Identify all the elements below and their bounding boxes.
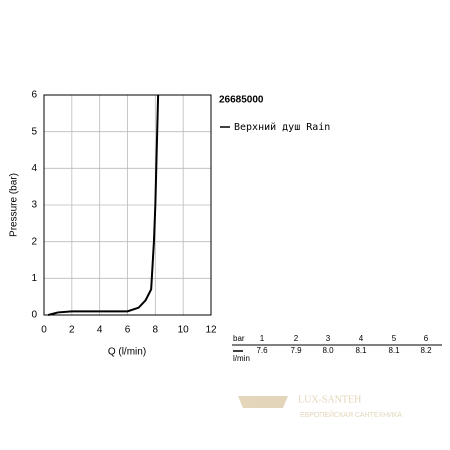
y-tick-label: 2 — [31, 236, 37, 247]
x-axis-label: Q (l/min) — [108, 347, 146, 358]
legend-label: Верхний душ Rain — [234, 121, 330, 133]
x-tick-label: 8 — [153, 325, 159, 336]
y-tick-label: 6 — [31, 90, 37, 101]
chart-title: 26685000 — [219, 95, 264, 106]
y-axis-label: Pressure (bar) — [9, 173, 20, 237]
table-row-label: bar — [233, 334, 245, 343]
data-line — [47, 94, 160, 316]
x-tick-label: 10 — [178, 325, 190, 336]
watermark: LUX-SANTEH ЕВРОПЕЙСКАЯ САНТЕХНИКА — [238, 394, 402, 419]
y-tick-label: 1 — [31, 273, 37, 284]
plot-frame — [43, 94, 212, 316]
watermark-icon — [238, 396, 288, 408]
table-pressure: 6 — [424, 334, 429, 343]
x-tick-label: 4 — [97, 325, 103, 336]
table-pressure: 3 — [326, 334, 331, 343]
x-tick-label: 0 — [41, 325, 47, 336]
watermark-brand: LUX-SANTEH — [298, 394, 361, 405]
y-tick-label: 3 — [31, 200, 37, 211]
table-unit-label: l/min — [233, 354, 250, 363]
table-flow: 8.1 — [355, 346, 367, 355]
table-pressure: 5 — [392, 334, 397, 343]
table-pressure: 1 — [260, 334, 265, 343]
table-flow: 7.9 — [290, 346, 302, 355]
table-pressure: 4 — [359, 334, 364, 343]
x-tick-label: 12 — [205, 325, 217, 336]
x-tick-label: 2 — [69, 325, 75, 336]
y-tick-label: 4 — [31, 163, 37, 174]
table-pressure: 2 — [294, 334, 299, 343]
table-flow: 8.2 — [420, 346, 432, 355]
table-flow: 7.6 — [256, 346, 268, 355]
table-flow: 8.0 — [322, 346, 334, 355]
y-tick-label: 0 — [31, 310, 37, 321]
watermark-tagline: ЕВРОПЕЙСКАЯ САНТЕХНИКА — [300, 410, 402, 419]
table-flow: 8.1 — [388, 346, 400, 355]
x-tick-label: 6 — [125, 325, 131, 336]
y-tick-label: 5 — [31, 126, 37, 137]
